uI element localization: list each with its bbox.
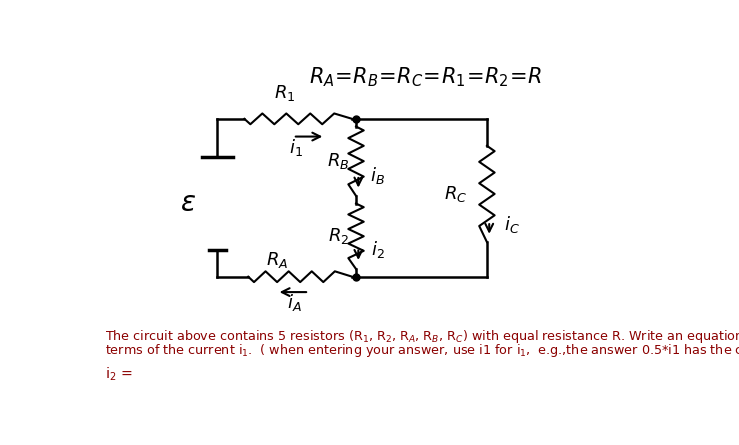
- Text: i$_2$ =: i$_2$ =: [105, 365, 132, 383]
- Text: $R_A$: $R_A$: [265, 250, 288, 270]
- Text: $R_A\!=\!R_B\!=\!R_C\!=\!R_1\!=\!R_2\!=\!R$: $R_A\!=\!R_B\!=\!R_C\!=\!R_1\!=\!R_2\!=\…: [309, 65, 542, 89]
- Text: $R_B$: $R_B$: [327, 151, 350, 171]
- Text: $i_2$: $i_2$: [371, 239, 384, 260]
- Text: $R_2$: $R_2$: [327, 226, 349, 246]
- Text: $R_1$: $R_1$: [274, 84, 296, 103]
- Text: $i_C$: $i_C$: [505, 214, 520, 235]
- Text: $\epsilon$: $\epsilon$: [180, 190, 196, 217]
- Text: The circuit above contains 5 resistors (R$_1$, R$_2$, R$_A$, R$_B$, R$_C$) with : The circuit above contains 5 resistors (…: [105, 328, 739, 345]
- Text: $i_B$: $i_B$: [370, 165, 385, 186]
- Text: $i_A$: $i_A$: [287, 291, 302, 312]
- Text: $i_1$: $i_1$: [289, 137, 303, 158]
- Text: $R_C$: $R_C$: [444, 183, 468, 203]
- Text: terms of the current i$_1$.  ( when entering your answer, use i1 for i$_1$,  e.g: terms of the current i$_1$. ( when enter…: [105, 342, 739, 359]
